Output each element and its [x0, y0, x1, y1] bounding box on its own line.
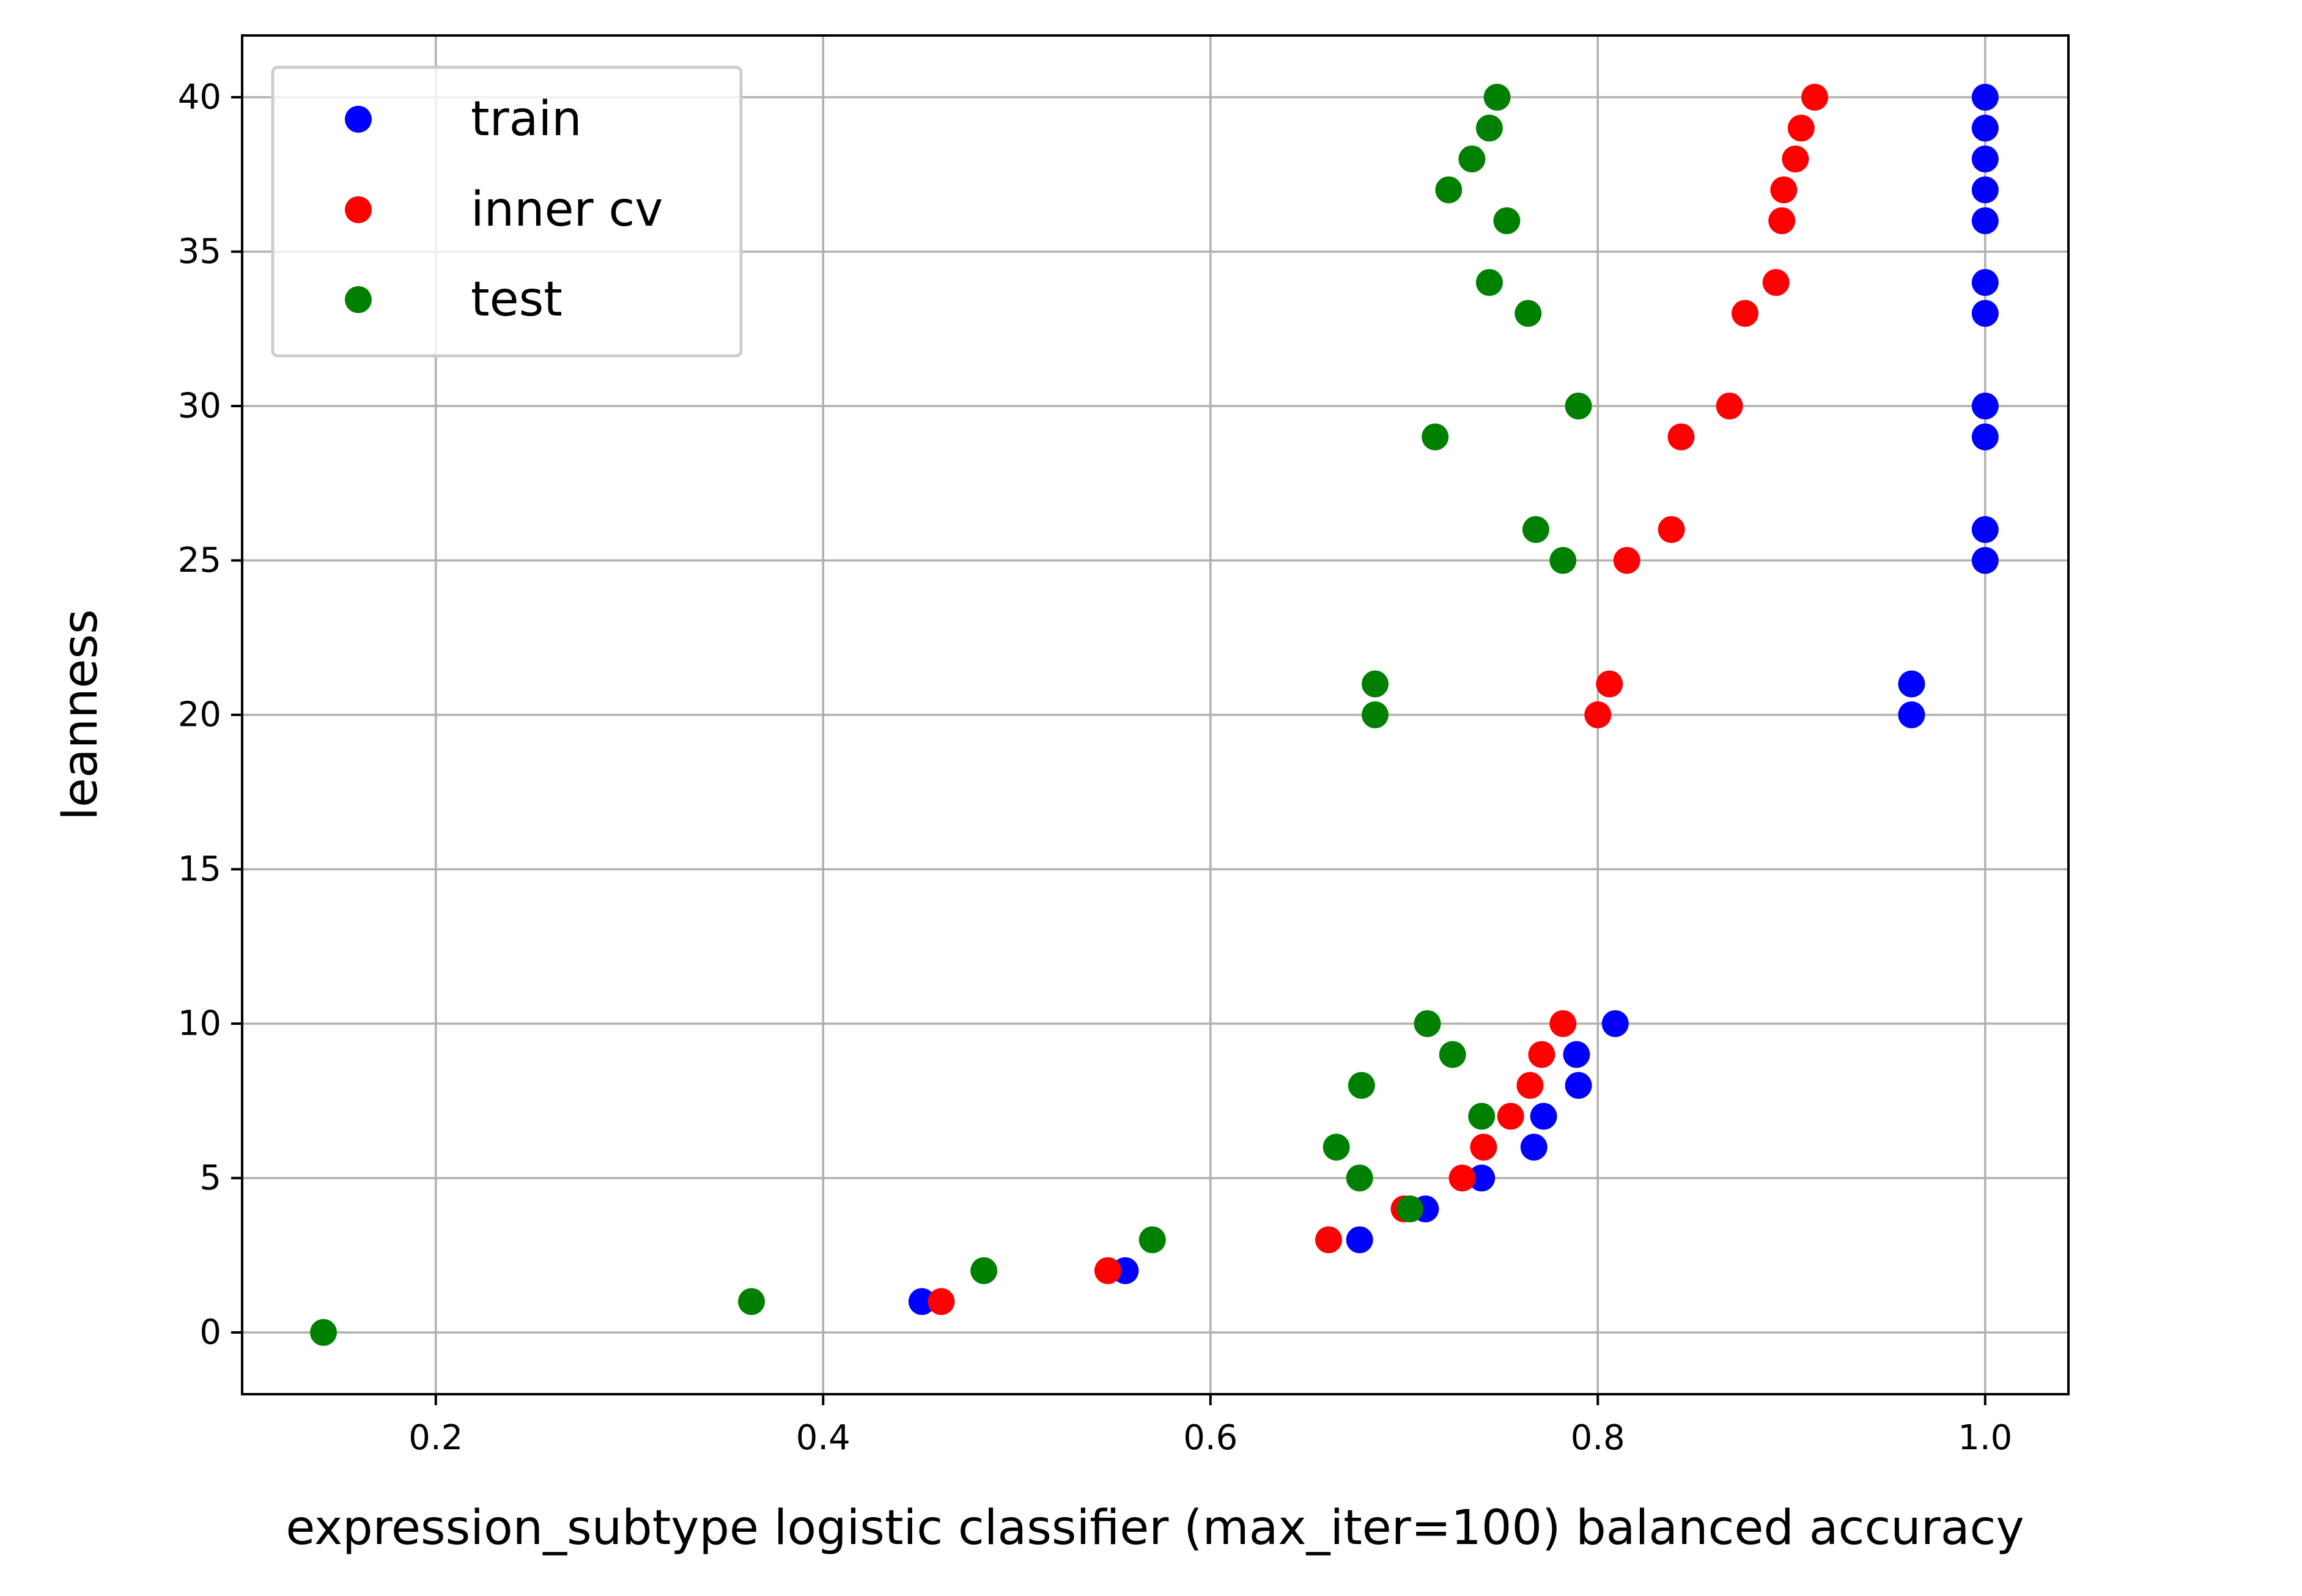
point-test [1514, 300, 1542, 327]
point-inner-cv [1094, 1257, 1121, 1284]
point-test [970, 1257, 998, 1284]
legend-marker-inner-cv [345, 196, 372, 223]
point-test [1362, 701, 1389, 728]
legend-marker-train [345, 106, 372, 133]
y-tick-label: 40 [178, 78, 221, 117]
point-test [310, 1319, 338, 1346]
point-inner-cv [1667, 423, 1695, 451]
point-train [1563, 1041, 1590, 1068]
point-inner-cv [1584, 701, 1612, 728]
point-test [1549, 547, 1577, 574]
y-tick-label: 5 [199, 1158, 221, 1198]
point-train [1971, 269, 1999, 296]
point-train [1971, 547, 1999, 574]
point-test [1323, 1134, 1350, 1161]
point-inner-cv [1497, 1103, 1524, 1130]
x-tick-label: 0.4 [796, 1418, 850, 1458]
y-axis-label: leanness [53, 609, 108, 821]
point-test [1468, 1103, 1496, 1130]
x-axis-label: expression_subtype logistic classifier (… [286, 1501, 2024, 1556]
point-train [1971, 114, 1999, 142]
y-tick-label: 35 [178, 232, 221, 272]
point-train [1346, 1226, 1373, 1254]
y-axis-ticks: 0 5 10 15 20 25 30 35 40 [178, 78, 242, 1353]
point-inner-cv [1528, 1041, 1555, 1068]
point-test [1439, 1041, 1466, 1068]
point-train [1971, 146, 1999, 172]
data-points [310, 84, 1999, 1346]
y-tick-label: 15 [178, 849, 221, 889]
point-test [738, 1288, 765, 1315]
point-inner-cv [928, 1288, 955, 1315]
point-test [1362, 670, 1389, 698]
point-train [1898, 701, 1925, 728]
point-test [1565, 393, 1592, 419]
point-train [1971, 516, 1999, 543]
point-test [1348, 1072, 1375, 1099]
x-tick-label: 1.0 [1958, 1418, 2012, 1458]
x-tick-label: 0.2 [408, 1418, 463, 1458]
point-test [1138, 1226, 1166, 1254]
point-inner-cv [1516, 1072, 1544, 1099]
point-inner-cv [1770, 176, 1798, 204]
point-test [1475, 269, 1503, 296]
grid [242, 35, 2068, 1394]
point-train [1971, 176, 1999, 204]
y-tick-label: 0 [199, 1313, 221, 1353]
point-inner-cv [1470, 1134, 1497, 1161]
point-train [1898, 670, 1925, 698]
point-inner-cv [1658, 516, 1685, 543]
point-inner-cv [1613, 547, 1640, 574]
point-train [908, 1288, 935, 1315]
point-test [1483, 84, 1511, 111]
point-inner-cv [1768, 207, 1796, 234]
point-inner-cv [1782, 146, 1809, 172]
point-test [1422, 423, 1449, 451]
y-tick-label: 30 [178, 386, 221, 426]
y-tick-label: 25 [178, 541, 221, 580]
legend-label-train: train [471, 92, 582, 147]
legend-box [271, 65, 743, 358]
point-inner-cv [1732, 300, 1759, 327]
point-inner-cv [1596, 670, 1623, 698]
point-train [1971, 423, 1999, 451]
plot-area-frame [241, 34, 2070, 1395]
x-axis-ticks: 0.2 0.4 0.6 0.8 1.0 [408, 1394, 2012, 1458]
point-train [1601, 1010, 1629, 1037]
point-test [1435, 176, 1463, 204]
point-inner-cv [1762, 269, 1790, 296]
legend-marker-test [345, 286, 372, 313]
y-tick-label: 10 [178, 1004, 221, 1044]
point-inner-cv [1448, 1164, 1476, 1192]
point-train [1971, 393, 1999, 419]
point-test [1396, 1195, 1424, 1222]
point-train [1565, 1072, 1592, 1099]
x-tick-label: 0.8 [1571, 1418, 1625, 1458]
point-test [1458, 146, 1486, 172]
point-inner-cv [1315, 1226, 1342, 1254]
point-inner-cv [1549, 1010, 1577, 1037]
point-inner-cv [1787, 114, 1815, 142]
y-tick-label: 20 [178, 695, 221, 735]
point-test [1414, 1010, 1441, 1037]
point-train [1530, 1103, 1557, 1130]
point-test [1346, 1164, 1373, 1192]
point-train [1971, 84, 1999, 111]
legend: train inner cv test [271, 65, 743, 358]
point-train [1468, 1164, 1496, 1192]
point-test [1493, 207, 1521, 234]
point-train [1520, 1134, 1548, 1161]
point-inner-cv [1801, 84, 1829, 111]
x-tick-label: 0.6 [1183, 1418, 1238, 1458]
point-test [1475, 114, 1503, 142]
point-train [1971, 207, 1999, 234]
point-test [1522, 516, 1549, 543]
legend-label-inner-cv: inner cv [471, 182, 663, 237]
point-train [1971, 300, 1999, 327]
legend-label-test: test [471, 272, 563, 327]
point-inner-cv [1716, 393, 1743, 419]
